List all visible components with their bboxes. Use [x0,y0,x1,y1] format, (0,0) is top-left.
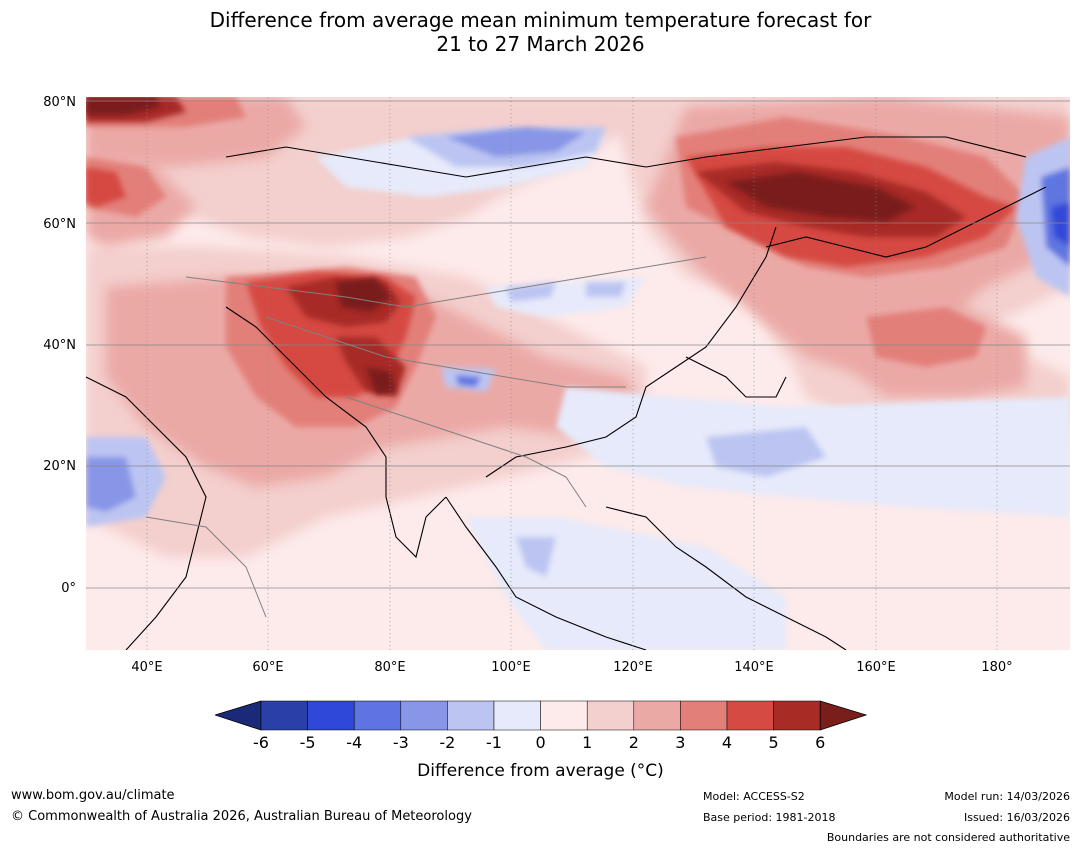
gridlines [86,97,1070,650]
colorbar-segment [680,700,728,731]
anomaly-layer-negative [86,127,1070,650]
colorbar-tick-label: 4 [721,733,733,752]
lon-label-180: 180° [981,660,1013,675]
lon-label-140e: 140°E [734,660,774,675]
anomaly-layer-over-6 [86,97,916,395]
title-line-1: Difference from average mean minimum tem… [209,8,872,32]
lat-label-40n: 40°N [43,338,76,353]
coastlines [86,136,1047,650]
lon-label-160e: 160°E [856,660,896,675]
colorbar-tick-label: 6 [815,733,826,752]
colorbar-segment [400,700,448,731]
title-line-2: 21 to 27 March 2026 [436,32,645,56]
colorbar-segment [773,700,821,731]
colorbar-over-arrow [819,700,867,731]
colorbar-segment [493,700,541,731]
temperature-anomaly-map [86,97,1070,650]
footer-website: www.bom.gov.au/climate [11,788,175,803]
footer-issued: Issued: 16/03/2026 [963,811,1070,824]
lat-label-60n: 60°N [43,217,76,232]
lon-label-120e: 120°E [613,660,653,675]
colorbar-tick-label: -4 [346,733,363,752]
colorbar-label: Difference from average (°C) [417,761,664,781]
lat-label-80n: 80°N [43,95,76,110]
chart-title: Difference from average mean minimum tem… [0,8,1081,56]
colorbar-tick-label: 0 [535,733,546,752]
footer-base-period: Base period: 1981-2018 [703,811,836,824]
colorbar-under-arrow [215,700,262,731]
colorbar-tick-label: -6 [253,733,269,752]
colorbar-segment [447,700,495,731]
colorbar-tick-label: 2 [628,733,639,752]
colorbar-tick-label: 5 [768,733,779,752]
colorbar-tick-label: -3 [392,733,409,752]
colorbar-tick-label: 3 [675,733,686,752]
lon-label-100e: 100°E [491,660,531,675]
colorbar-segment [726,700,774,731]
map-svg [86,97,1070,650]
colorbar-segment [307,700,355,731]
colorbar-segment [540,700,588,731]
country-borders [145,256,707,618]
colorbar-segment [353,700,402,731]
lon-label-40e: 40°E [131,660,163,675]
lat-label-20n: 20°N [43,459,76,474]
colorbar-segment [260,700,308,731]
colorbar [215,700,867,731]
footer-model: Model: ACCESS-S2 [703,790,805,803]
colorbar-tick-label: -5 [299,733,316,752]
footer-disclaimer: Boundaries are not considered authoritat… [826,831,1070,844]
lat-label-0: 0° [61,581,76,596]
lon-label-80e: 80°E [374,660,406,675]
footer-copyright: © Commonwealth of Australia 2026, Austra… [11,809,472,824]
colorbar-tick-label: 1 [582,733,593,752]
footer-model-run: Model run: 14/03/2026 [944,790,1070,803]
colorbar-tick-label: -2 [439,733,456,752]
colorbar-tick-label: -1 [486,733,502,752]
lon-label-60e: 60°E [252,660,284,675]
colorbar-segment [633,700,681,731]
colorbar-segment [586,700,635,731]
